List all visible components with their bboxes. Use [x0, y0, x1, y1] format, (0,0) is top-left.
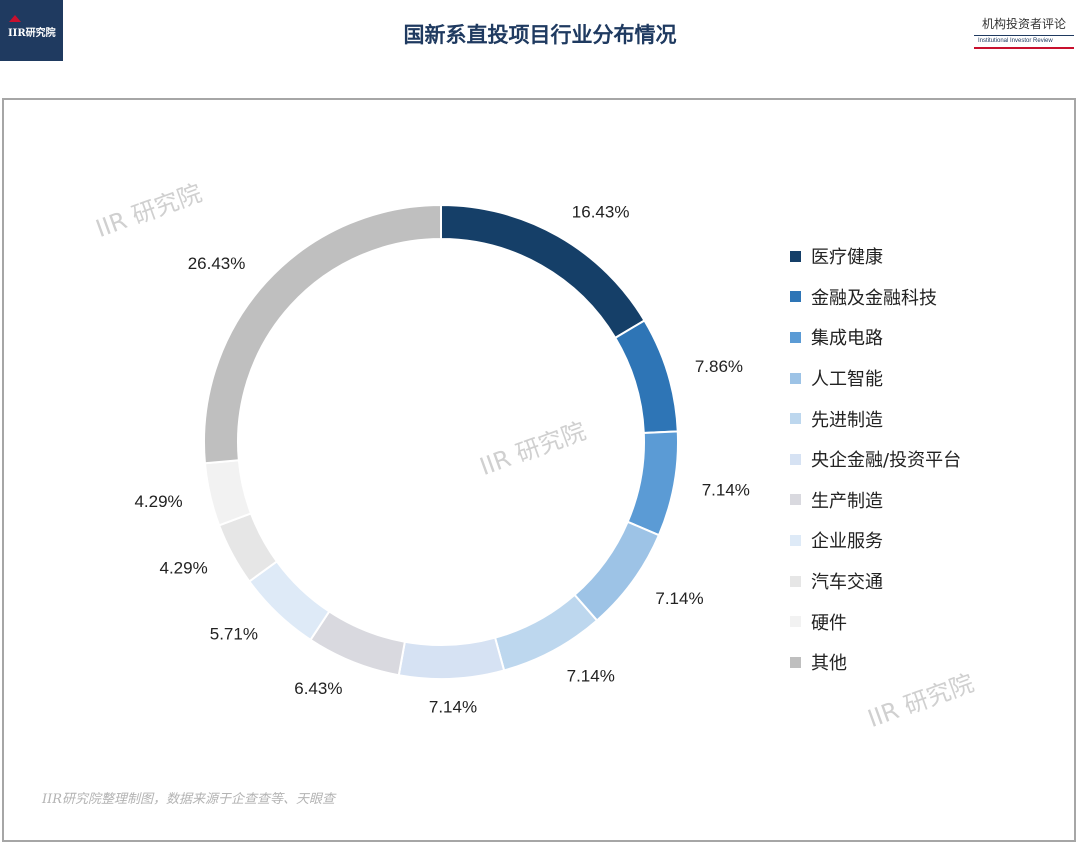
legend-item: 汽车交通 — [790, 561, 961, 602]
legend-label: 集成电路 — [811, 328, 883, 350]
brand-logo: IIR研究院 — [0, 0, 63, 61]
data-label-9: 4.29% — [134, 492, 182, 511]
source-note: IIR研究院整理制图，数据来源于企查查等、天眼查 — [42, 792, 336, 807]
legend-item: 硬件 — [790, 601, 961, 642]
legend-swatch — [790, 494, 801, 506]
data-label-1: 7.86% — [695, 357, 743, 376]
chart-frame — [2, 98, 1076, 842]
legend-swatch — [790, 656, 801, 668]
donut-slice-3 — [573, 520, 661, 622]
data-label-5: 7.14% — [429, 698, 477, 717]
brand-badge: 机构投资者评论 Institutional Investor Review — [974, 15, 1074, 49]
data-label-0: 16.43% — [572, 203, 630, 222]
legend-swatch — [790, 372, 801, 384]
legend-label: 人工智能 — [811, 369, 883, 391]
legend-item: 先进制造 — [790, 398, 961, 439]
legend-swatch — [790, 575, 801, 587]
data-label-4: 7.14% — [567, 666, 615, 685]
donut-slice-6 — [309, 610, 407, 677]
data-label-3: 7.14% — [655, 589, 703, 608]
donut-slice-2 — [626, 430, 679, 537]
donut-slice-10 — [203, 203, 442, 465]
donut-slice-1 — [613, 319, 679, 434]
legend-swatch — [790, 291, 801, 303]
legend-label: 金融及金融科技 — [811, 287, 937, 309]
brand-name-en: Institutional Investor Review — [978, 38, 1053, 44]
donut-slice-5 — [397, 636, 506, 680]
legend-label: 先进制造 — [811, 409, 883, 431]
legend-swatch — [790, 453, 801, 465]
brand-name-cn: 机构投资者评论 — [981, 17, 1066, 31]
legend-label: 企业服务 — [811, 531, 883, 553]
legend-item: 央企金融/投资平台 — [790, 439, 961, 480]
legend-swatch — [790, 534, 801, 546]
data-label-10: 26.43% — [188, 254, 246, 273]
legend-label: 央企金融/投资平台 — [811, 450, 962, 472]
legend-item: 其他 — [790, 642, 961, 683]
data-label-8: 4.29% — [160, 559, 208, 578]
legend-label: 其他 — [811, 653, 847, 675]
brand-accent-line — [974, 47, 1074, 49]
legend-swatch — [790, 250, 801, 262]
legend-swatch — [790, 413, 801, 425]
legend-item: 医疗健康 — [790, 236, 961, 277]
legend-item: 企业服务 — [790, 520, 961, 561]
legend-item: 金融及金融科技 — [790, 277, 961, 318]
data-label-6: 6.43% — [294, 679, 342, 698]
legend-label: 医疗健康 — [811, 247, 883, 269]
legend-item: 人工智能 — [790, 358, 961, 399]
page-title: 国新系直投项目行业分布情况 — [403, 23, 677, 47]
data-label-2: 7.14% — [702, 480, 750, 499]
donut-slice-9 — [203, 459, 253, 527]
legend-swatch — [790, 616, 801, 628]
chart-legend: 医疗健康金融及金融科技 集成电路人工智能先进制造央企金融/投资平台 生产制造企业服务… — [790, 236, 961, 683]
brand-divider — [974, 35, 1074, 36]
legend-label: 汽车交通 — [811, 572, 883, 594]
data-label-7: 5.71% — [210, 625, 258, 644]
logo-roof-icon — [9, 15, 21, 22]
legend-item: 生产制造 — [790, 480, 961, 521]
legend-label: 硬件 — [811, 612, 847, 634]
donut-slice-4 — [493, 593, 599, 672]
logo-text: IIR研究院 — [8, 28, 56, 39]
donut-slice-0 — [440, 203, 646, 340]
legend-label: 生产制造 — [811, 490, 883, 512]
legend-item: 集成电路 — [790, 317, 961, 358]
legend-swatch — [790, 331, 801, 343]
